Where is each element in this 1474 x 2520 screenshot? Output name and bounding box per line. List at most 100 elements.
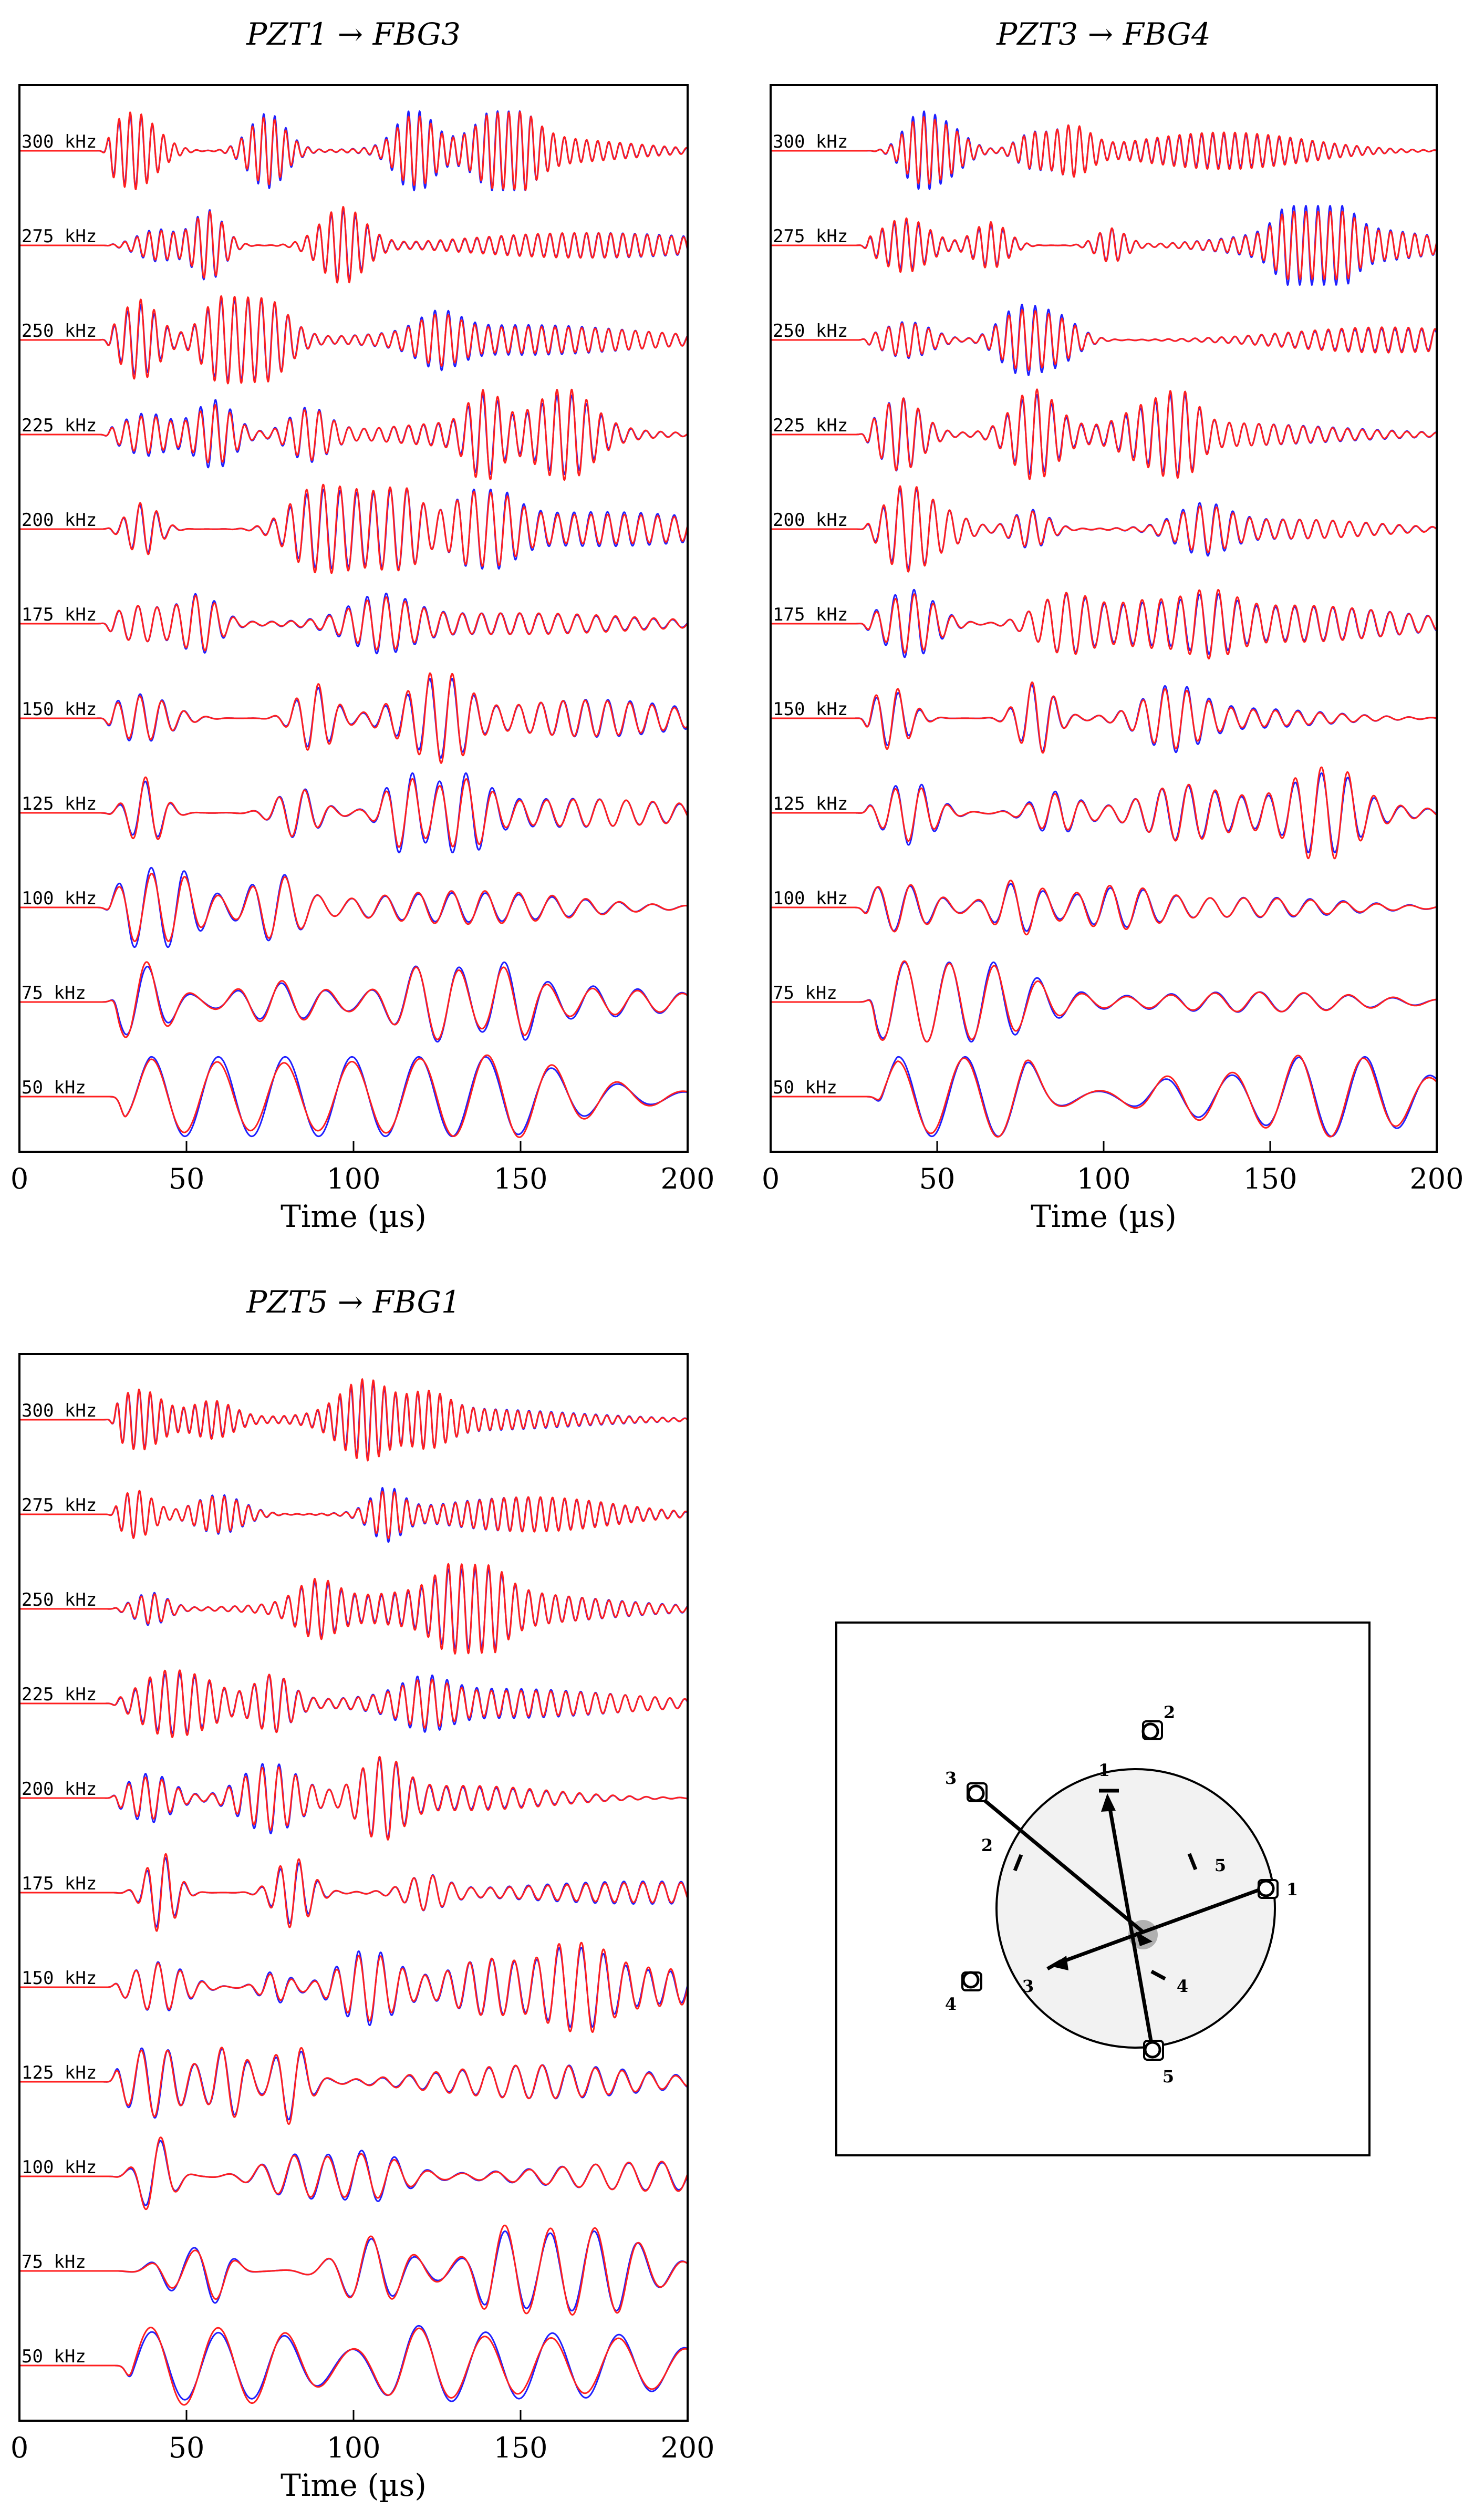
frequency-label: 200 kHz — [22, 1779, 97, 1800]
x-axis-label: Time (µs) — [281, 1199, 427, 1234]
frequency-label: 75 kHz — [773, 983, 837, 1004]
signal-line-simulated — [19, 295, 689, 385]
signal-line-simulated — [770, 210, 1438, 281]
fbg-sensor-mark — [1187, 1853, 1198, 1871]
signal-traces — [770, 110, 1438, 1138]
signal-line-simulated — [19, 672, 689, 764]
chart-panel-pzt3-fbg4: PZT3 → FBG4 300 kHz 275 kHz 250 kHz 225 kHz… — [762, 16, 1464, 1234]
pzt-label: 5 — [1162, 2067, 1174, 2087]
frequency-label: 125 kHz — [773, 793, 848, 814]
signal-line-measured — [19, 866, 688, 948]
frequency-label: 250 kHz — [22, 1589, 97, 1610]
fbg-sensor-mark — [1150, 1969, 1166, 1981]
fbg-sensor-mark — [1013, 1854, 1023, 1872]
signal-line-simulated — [770, 388, 1437, 480]
signal-line-simulated — [19, 388, 688, 481]
x-tick-label: 100 — [1076, 1162, 1130, 1195]
pzt-label: 1 — [1286, 1879, 1298, 1899]
signal-line-measured — [19, 1056, 688, 1138]
x-tick-label: 0 — [11, 2431, 28, 2464]
x-axis-ticks: 0 50 100 150 200 — [11, 2410, 715, 2464]
frequency-label: 50 kHz — [22, 2346, 86, 2367]
signal-line-simulated — [19, 595, 689, 652]
fbg-label: 4 — [1177, 1976, 1188, 1996]
x-tick-label: 100 — [326, 1162, 380, 1195]
signal-line-simulated — [19, 2327, 688, 2406]
frequency-label: 125 kHz — [22, 2062, 97, 2083]
x-tick-label: 150 — [1243, 1162, 1297, 1195]
pzt-sensor — [1143, 2040, 1164, 2061]
frequency-label: 50 kHz — [773, 1077, 837, 1098]
signal-line-simulated — [19, 961, 688, 1040]
signal-line-simulated — [19, 873, 688, 942]
x-tick-label: 200 — [660, 2431, 714, 2464]
signal-traces — [19, 110, 689, 1138]
signal-line-simulated — [770, 880, 1437, 936]
signal-line-measured — [19, 772, 689, 854]
signal-line-measured — [770, 304, 1438, 376]
signal-traces — [19, 1378, 689, 2406]
frequency-label: 175 kHz — [22, 604, 97, 625]
pzt-sensor — [1257, 1879, 1279, 1899]
x-axis-ticks: 0 50 100 150 200 — [762, 1141, 1464, 1195]
fbg-label: 5 — [1215, 1855, 1226, 1875]
frequency-label: 150 kHz — [22, 1968, 97, 1989]
signal-line-simulated — [770, 1055, 1438, 1138]
x-axis-ticks: 0 50 100 150 200 — [11, 1141, 715, 1195]
frequency-label: 175 kHz — [22, 1873, 97, 1894]
frequency-label: 300 kHz — [773, 131, 848, 152]
frequency-label: 300 kHz — [22, 1400, 97, 1421]
fbg-label: 2 — [981, 1835, 993, 1855]
frequency-label: 200 kHz — [773, 510, 848, 531]
frequency-label: 125 kHz — [22, 793, 97, 814]
frequency-labels: 300 kHz 275 kHz 250 kHz 225 kHz 200 kHz 175 k… — [773, 131, 848, 1098]
fbg-sensor-mark — [1046, 1959, 1062, 1971]
frequency-labels: 300 kHz 275 kHz 250 kHz 225 kHz 200 kHz 175 k… — [22, 1400, 97, 2367]
chart-panel-pzt1-fbg3: PZT1 → FBG3 300 kHz 275 kHz 250 kHz 225 kHz… — [11, 16, 715, 1234]
signal-line-measured — [19, 2325, 688, 2402]
signal-line-simulated — [770, 588, 1437, 660]
signal-line-measured — [19, 1673, 689, 1734]
signal-line-simulated — [770, 766, 1437, 860]
signal-line-simulated — [19, 2224, 688, 2316]
x-tick-label: 200 — [660, 1162, 714, 1195]
x-tick-label: 50 — [169, 2431, 205, 2464]
signal-line-measured — [770, 883, 1437, 932]
pzt-sensor — [961, 1971, 982, 1991]
signal-line-simulated — [19, 776, 689, 848]
signal-line-simulated — [770, 309, 1438, 371]
frequency-label: 300 kHz — [22, 131, 97, 152]
frequency-label: 225 kHz — [773, 415, 848, 436]
x-tick-label: 0 — [762, 1162, 780, 1195]
pzt-label: 4 — [945, 1994, 957, 2014]
pzt-label: 3 — [945, 1768, 957, 1788]
x-tick-label: 200 — [1409, 1162, 1463, 1195]
frequency-label: 100 kHz — [22, 2157, 97, 2178]
frequency-labels: 300 kHz 275 kHz 250 kHz 225 kHz 200 kHz 175 k… — [22, 131, 97, 1098]
frequency-label: 200 kHz — [22, 510, 97, 531]
chart-title: PZT1 → FBG3 — [246, 16, 461, 52]
signal-line-simulated — [19, 2047, 688, 2125]
pzt-sensor — [1141, 1720, 1163, 1740]
frequency-label: 225 kHz — [22, 415, 97, 436]
signal-line-measured — [770, 588, 1437, 658]
signal-line-simulated — [19, 1054, 688, 1138]
plate-region — [995, 1768, 1276, 2049]
signal-line-simulated — [770, 960, 1437, 1043]
x-tick-label: 0 — [11, 1162, 28, 1195]
x-tick-label: 100 — [326, 2431, 380, 2464]
frequency-label: 250 kHz — [773, 321, 848, 342]
x-axis-label: Time (µs) — [281, 2467, 427, 2503]
signal-line-simulated — [19, 1941, 689, 2033]
signal-line-simulated — [19, 111, 688, 191]
path-line — [1106, 1799, 1155, 2050]
path-line — [1142, 1885, 1267, 1934]
signal-line-simulated — [19, 1563, 689, 1655]
signal-line-simulated — [19, 1669, 689, 1738]
chart-panel-pzt5-fbg1: PZT5 → FBG1 300 kHz 275 kHz 250 kHz 225 kHz… — [11, 1284, 715, 2503]
frequency-label: 150 kHz — [773, 699, 848, 720]
x-tick-label: 150 — [493, 2431, 547, 2464]
signal-line-simulated — [19, 1853, 689, 1932]
pzt-label: 2 — [1164, 1702, 1175, 1722]
signal-line-measured — [19, 1757, 688, 1839]
